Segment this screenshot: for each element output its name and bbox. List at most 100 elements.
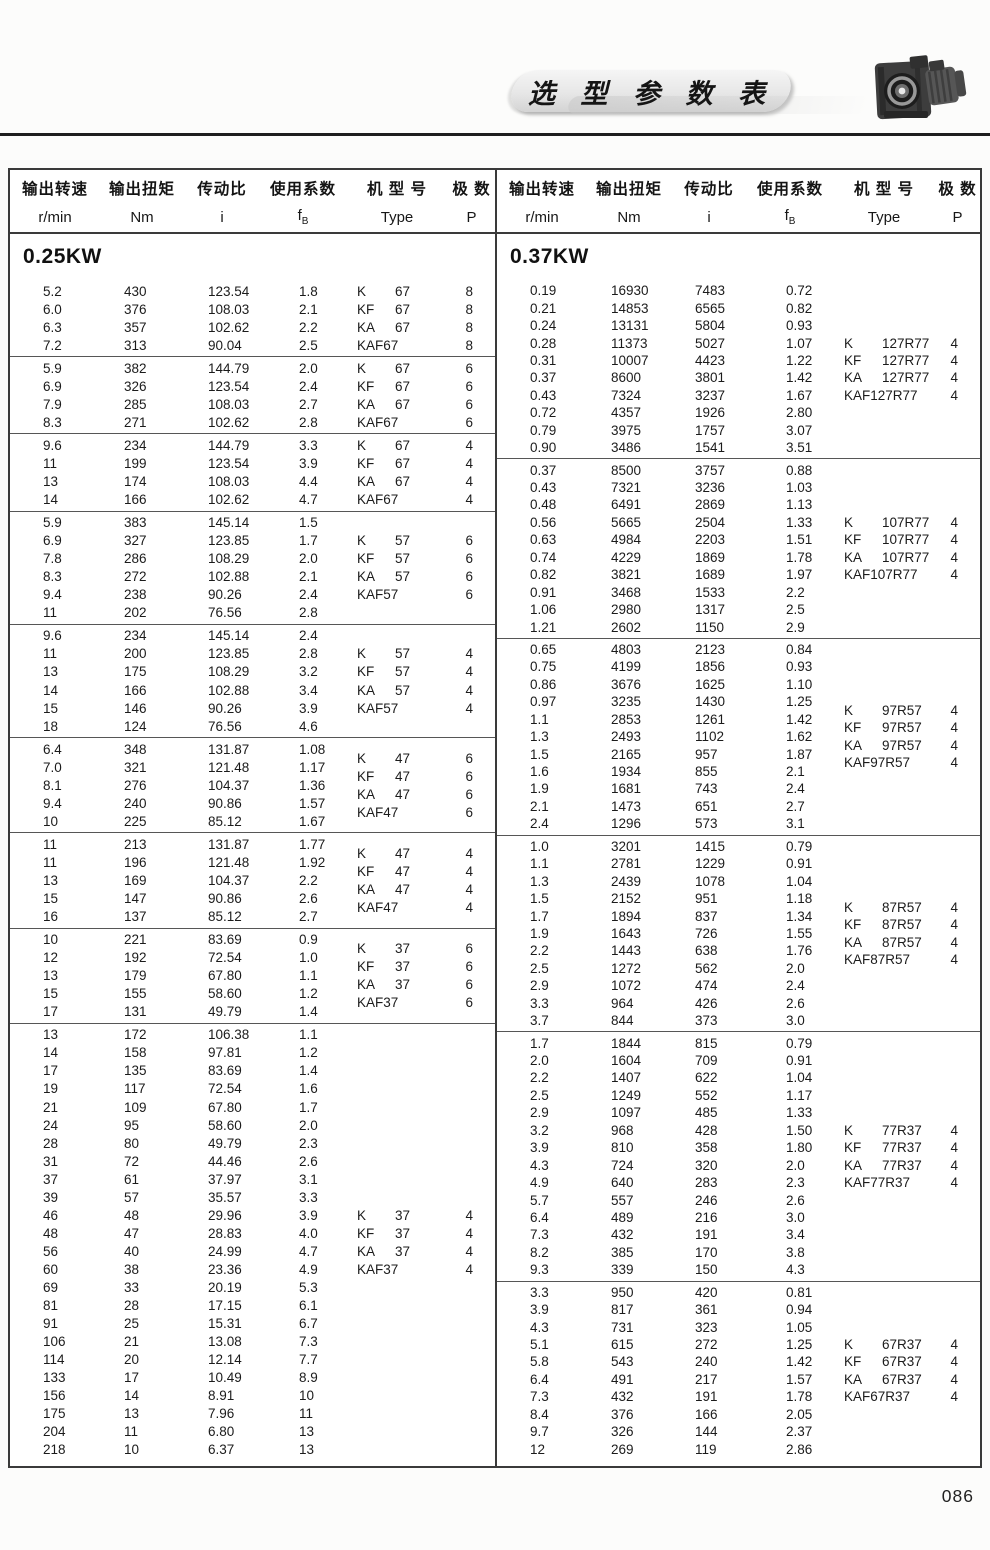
cell-torque: 376 bbox=[124, 301, 147, 317]
cell-torque: 2439 bbox=[611, 873, 642, 889]
cell-torque: 348 bbox=[124, 741, 147, 757]
cell-servicefactor: 1.36 bbox=[299, 777, 326, 793]
cell-ratio: 1415 bbox=[695, 838, 726, 854]
type-row: K 97R57 4 bbox=[844, 702, 958, 719]
table-row: 13 172 106.38 1.1 bbox=[43, 1026, 340, 1044]
cell-speed: 5.8 bbox=[530, 1354, 549, 1370]
row-group: 3.3 950 420 0.81 3.9 817 361 0.94 4.3 731 323 1.05 5… bbox=[497, 1280, 980, 1460]
cell-torque: 135 bbox=[124, 1063, 147, 1079]
cell-ratio: 85.12 bbox=[208, 813, 242, 829]
type-prefix: KA bbox=[844, 549, 863, 565]
table-row: 11 202 76.56 2.8 bbox=[43, 604, 340, 622]
cell-ratio: 121.48 bbox=[208, 759, 250, 775]
cell-ratio: 131.87 bbox=[208, 741, 250, 757]
table-row: 2.0 1604 709 0.91 bbox=[530, 1052, 827, 1069]
cell-ratio: 35.57 bbox=[208, 1189, 242, 1205]
type-prefix: KA bbox=[357, 881, 376, 897]
cell-speed: 0.43 bbox=[530, 480, 557, 496]
table-row: 11 200 123.85 2.8 bbox=[43, 645, 340, 663]
type-prefix: KF bbox=[357, 455, 375, 471]
cell-torque: 47 bbox=[124, 1225, 140, 1241]
table-row: 15 146 90.26 3.9 bbox=[43, 699, 340, 717]
table-row: 4.9 640 283 2.3 bbox=[530, 1174, 827, 1191]
type-row: KF 87R57 4 bbox=[844, 916, 958, 933]
type-row: K 87R57 4 bbox=[844, 899, 958, 916]
cell-servicefactor: 1.55 bbox=[786, 925, 813, 941]
type-size: 67 bbox=[395, 396, 411, 412]
cell-ratio: 4423 bbox=[695, 352, 726, 368]
col-servicefactor-label: 使用系数 bbox=[269, 180, 336, 198]
cell-ratio: 552 bbox=[695, 1087, 718, 1103]
cell-servicefactor: 1.78 bbox=[786, 1389, 813, 1405]
cell-servicefactor: 1.18 bbox=[786, 891, 813, 907]
cell-torque: 326 bbox=[124, 378, 147, 394]
col-torque-label: 输出扭矩 bbox=[108, 180, 175, 198]
left-table-body: 0.25KW 5.2 430 123.54 1.8 6.0 376 108.03 2.1 6.3… bbox=[10, 234, 495, 1466]
cell-speed: 14 bbox=[43, 492, 59, 508]
type-prefix: KF bbox=[357, 768, 375, 784]
cell-servicefactor: 3.51 bbox=[786, 440, 813, 456]
pole-count: 4 bbox=[950, 755, 958, 771]
cell-servicefactor: 1.42 bbox=[786, 370, 813, 386]
type-prefix: K bbox=[844, 1337, 854, 1353]
cell-speed: 0.79 bbox=[530, 422, 557, 438]
table-row: 9.7 326 144 2.37 bbox=[530, 1423, 827, 1440]
table-row: 4.3 724 320 2.0 bbox=[530, 1156, 827, 1173]
cell-ratio: 191 bbox=[695, 1227, 718, 1243]
cell-torque: 13 bbox=[124, 1406, 140, 1422]
cell-ratio: 1757 bbox=[695, 422, 726, 438]
cell-servicefactor: 1.4 bbox=[299, 1063, 318, 1079]
type-size: 57 bbox=[395, 682, 411, 698]
data-rows: 13 172 106.38 1.1 14 158 97.81 1.2 17 135 83.69 1.4… bbox=[10, 1026, 340, 1459]
cell-ratio: 58.60 bbox=[208, 986, 242, 1002]
cell-speed: 46 bbox=[43, 1207, 59, 1223]
type-row: K 67 6 bbox=[357, 359, 473, 377]
cell-servicefactor: 1.2 bbox=[299, 986, 318, 1002]
cell-torque: 1296 bbox=[611, 816, 642, 832]
type-column: K 37 6 KF 37 6 KA 37 6 KAF37 6 bbox=[340, 931, 495, 1021]
cell-ratio: 1926 bbox=[695, 405, 726, 421]
cell-ratio: 246 bbox=[695, 1192, 718, 1208]
type-size: 37 bbox=[395, 977, 411, 993]
cell-speed: 1.5 bbox=[530, 891, 549, 907]
pole-count: 6 bbox=[465, 959, 473, 975]
pole-count: 4 bbox=[950, 514, 958, 530]
cell-speed: 91 bbox=[43, 1316, 59, 1332]
type-row: KA 47 6 bbox=[357, 785, 473, 803]
cell-speed: 204 bbox=[43, 1424, 66, 1440]
cell-servicefactor: 1.08 bbox=[299, 741, 326, 757]
type-designation: KAF87R57 bbox=[844, 952, 911, 968]
table-row: 114 20 12.14 7.7 bbox=[43, 1351, 340, 1369]
cell-ratio: 1317 bbox=[695, 602, 726, 618]
cell-speed: 0.74 bbox=[530, 549, 557, 565]
col-torque-unit: Nm bbox=[617, 208, 641, 226]
table-row: 9.3 339 150 4.3 bbox=[530, 1261, 827, 1278]
type-designation: KAF57 bbox=[357, 700, 399, 716]
cell-ratio: 815 bbox=[695, 1035, 718, 1051]
cell-ratio: 474 bbox=[695, 978, 718, 994]
table-row: 9.4 238 90.26 2.4 bbox=[43, 586, 340, 604]
table-row: 12 192 72.54 1.0 bbox=[43, 949, 340, 967]
type-prefix: K bbox=[357, 750, 367, 766]
cell-torque: 724 bbox=[611, 1157, 634, 1173]
type-prefix: KF bbox=[844, 352, 862, 368]
pole-count: 4 bbox=[465, 1261, 473, 1277]
type-prefix: KA bbox=[357, 1243, 376, 1259]
pole-count: 4 bbox=[950, 1337, 958, 1353]
cell-servicefactor: 3.9 bbox=[299, 455, 318, 471]
table-row: 0.37 8500 3757 0.88 bbox=[530, 461, 827, 478]
type-row: KF 127R77 4 bbox=[844, 352, 958, 369]
cell-torque: 385 bbox=[611, 1244, 634, 1260]
type-prefix: KA bbox=[357, 569, 376, 585]
cell-speed: 1.3 bbox=[530, 729, 549, 745]
col-servicefactor-unit: fB bbox=[297, 207, 309, 228]
pole-count: 4 bbox=[465, 1225, 473, 1241]
col-servicefactor-label: 使用系数 bbox=[756, 180, 823, 198]
pole-count: 4 bbox=[950, 549, 958, 565]
type-column: K 77R37 4 KF 77R37 4 KA 77R37 4 KAF77R37 4 bbox=[827, 1034, 980, 1278]
cell-speed: 17 bbox=[43, 1063, 59, 1079]
cell-servicefactor: 2.4 bbox=[299, 378, 318, 394]
table-row: 48 47 28.83 4.0 bbox=[43, 1224, 340, 1242]
type-row: KA 67 4 bbox=[357, 472, 473, 490]
type-size: 67 bbox=[395, 437, 411, 453]
